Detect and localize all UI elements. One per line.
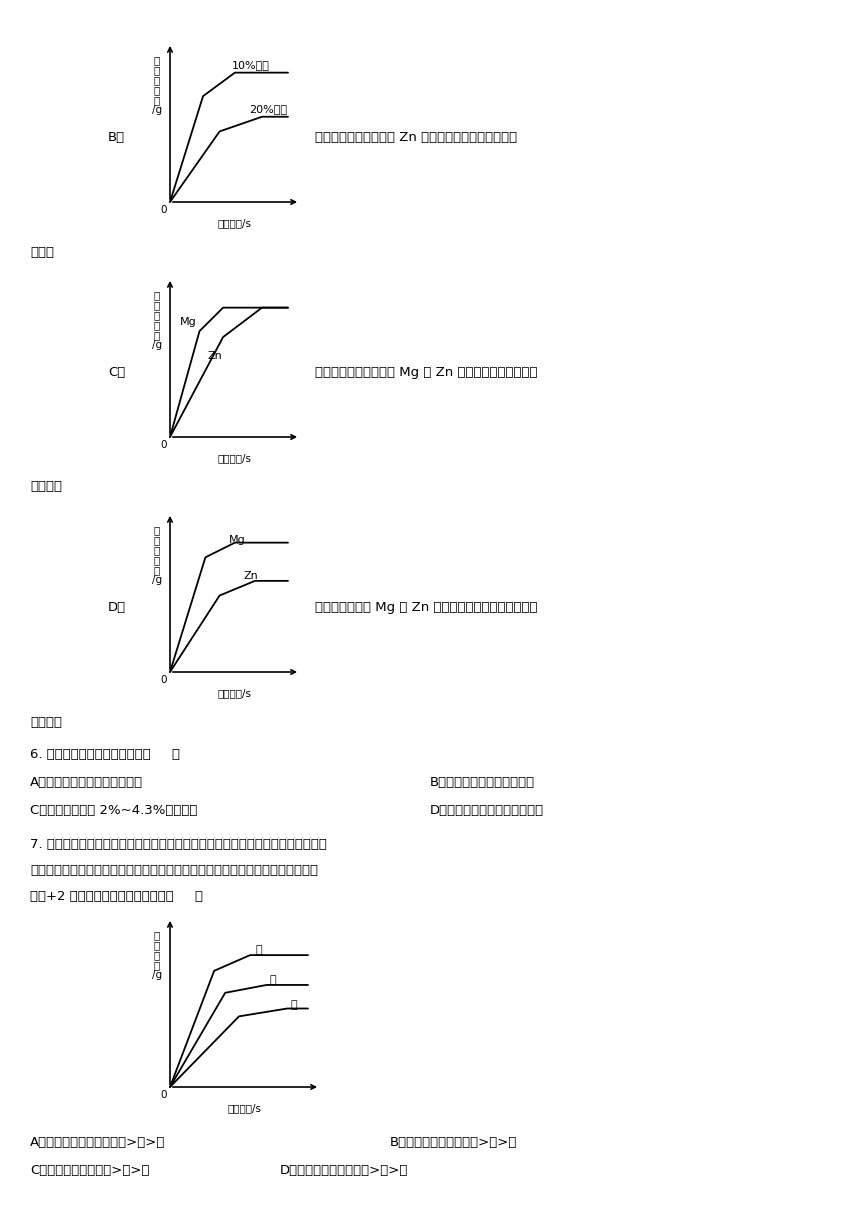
Text: 量: 量 [154,330,160,340]
Text: 甲: 甲 [255,946,262,955]
Text: 10%硫酸: 10%硫酸 [231,61,269,71]
Text: 量: 量 [154,565,160,574]
Text: D．: D． [108,601,126,615]
Text: 氢: 氢 [154,525,160,535]
Text: 质: 质 [154,555,160,565]
Text: 质: 质 [154,85,160,95]
Text: B．合金中至少含有两种金属: B．合金中至少含有两种金属 [430,776,535,790]
Text: 的: 的 [154,310,160,320]
Text: 均显+2 价）。则下列说法错误的是（     ）: 均显+2 价）。则下列说法错误的是（ ） [30,891,203,903]
Text: 分别向等质量且足量的 Zn 中加入等质量、不同浓度的: 分别向等质量且足量的 Zn 中加入等质量、不同浓度的 [315,131,517,144]
Text: C．相对原子质量：乙>丙>甲: C．相对原子质量：乙>丙>甲 [30,1165,150,1178]
Text: B．生成氢气的质量：甲>乙>丙: B．生成氢气的质量：甲>乙>丙 [390,1137,518,1150]
Text: Mg: Mg [229,534,246,545]
Text: 20%硫酸: 20%硫酸 [249,105,287,114]
Text: 的: 的 [154,545,160,555]
Text: 反应时间/s: 反应时间/s [228,1103,262,1114]
Text: D．消耗硫酸的质量：甲>乙>丙: D．消耗硫酸的质量：甲>乙>丙 [280,1165,408,1178]
Text: D．黄铜的硬度比纯铜的硬度大: D．黄铜的硬度比纯铜的硬度大 [430,803,544,817]
Text: 分别向等质量的 Mg 和 Zn 中加入等质量、等浓度且足量: 分别向等质量的 Mg 和 Zn 中加入等质量、等浓度且足量 [315,601,538,615]
Text: 反应时间/s: 反应时间/s [218,688,252,699]
Text: 气: 气 [154,65,160,75]
Text: 的稀硫酸: 的稀硫酸 [30,716,62,729]
Text: A．焚锡的熵点比纯锡的熵点高: A．焚锡的熵点比纯锡的熵点高 [30,776,143,790]
Text: 0: 0 [161,204,167,215]
Text: 0: 0 [161,675,167,685]
Text: 氢: 氢 [154,930,160,940]
Text: 气: 气 [154,301,160,310]
Text: 量: 量 [154,960,160,970]
Text: 的稀硫酸: 的稀硫酸 [30,481,62,494]
Text: Mg: Mg [180,318,196,327]
Text: 6. 下列有关合金叙述正确的是（     ）: 6. 下列有关合金叙述正确的是（ ） [30,748,180,762]
Text: 的: 的 [154,75,160,85]
Text: /g: /g [152,340,162,350]
Text: 质: 质 [154,320,160,330]
Text: /g: /g [152,970,162,980]
Text: 氢: 氢 [154,55,160,65]
Text: 7. 现有质量相等的甲、乙、丙三种金属，分别放入三份溶质质量分数相同的足量稀: 7. 现有质量相等的甲、乙、丙三种金属，分别放入三份溶质质量分数相同的足量稀 [30,839,327,852]
Text: 稀硫酸: 稀硫酸 [30,246,54,258]
Text: 氢: 氢 [154,290,160,301]
Text: B．: B． [108,131,125,144]
Text: C．: C． [108,366,126,378]
Text: 气: 气 [154,535,160,545]
Text: Zn: Zn [243,572,258,582]
Text: 分别向等质量且足量的 Mg 和 Zn 中加入等质量、等浓度: 分别向等质量且足量的 Mg 和 Zn 中加入等质量、等浓度 [315,366,538,378]
Text: Zn: Zn [208,352,223,361]
Text: 量: 量 [154,95,160,105]
Text: 质: 质 [154,950,160,960]
Text: 反应时间/s: 反应时间/s [218,453,252,462]
Text: /g: /g [152,105,162,114]
Text: 硫酸中，生成氢气的质量与反应时间的关系如图所示（已知甲、乙、丙在生成物中: 硫酸中，生成氢气的质量与反应时间的关系如图所示（已知甲、乙、丙在生成物中 [30,864,318,877]
Text: 0: 0 [161,441,167,450]
Text: 反应时间/s: 反应时间/s [218,218,252,228]
Text: 0: 0 [161,1090,167,1100]
Text: 丙: 丙 [290,1000,297,1010]
Text: 气: 气 [154,940,160,950]
Text: 乙: 乙 [269,975,276,986]
Text: /g: /g [152,574,162,585]
Text: C．钔是含碳量在 2%~4.3%的铁合金: C．钔是含碳量在 2%~4.3%的铁合金 [30,803,198,817]
Text: A．完全反应所需时间：丙>甲>乙: A．完全反应所需时间：丙>甲>乙 [30,1137,165,1150]
